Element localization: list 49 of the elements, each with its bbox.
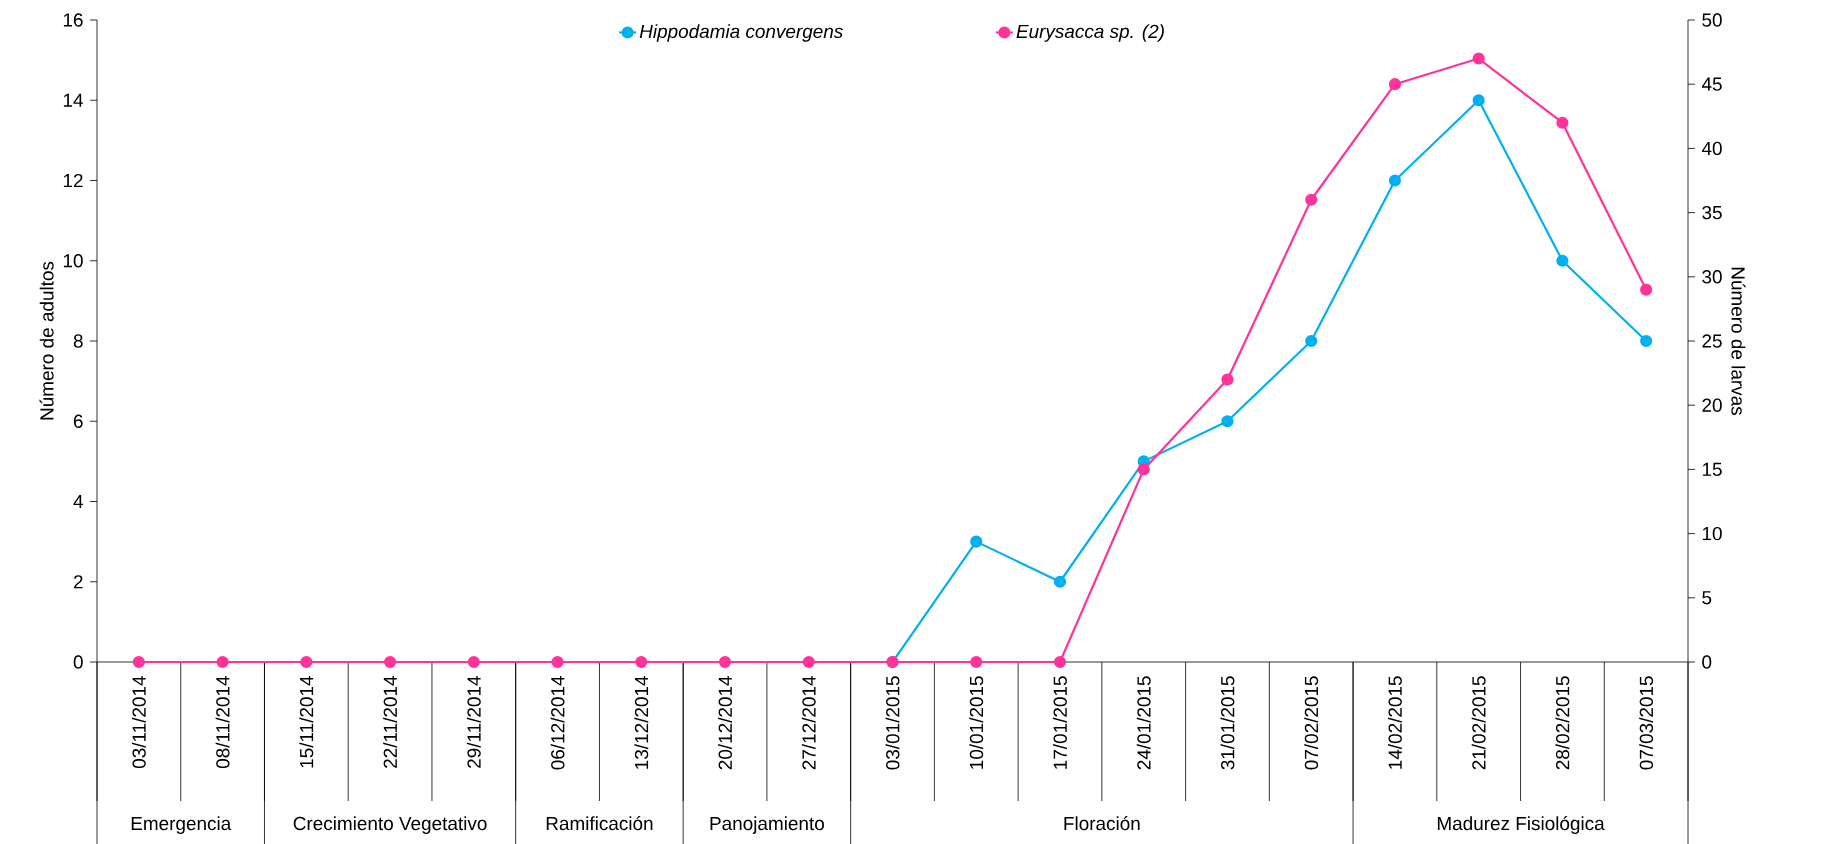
x-tick-label: 03/01/2015 <box>885 676 900 770</box>
x-tick-label: 15/11/2014 <box>299 676 314 768</box>
y2-tick-label: 15 <box>1702 462 1722 477</box>
x-tick-label: 10/01/2015 <box>969 676 984 769</box>
text: Panojamiento <box>710 816 824 834</box>
text: Emergencia <box>131 816 232 834</box>
x-tick-label: 21/02/2015 <box>1471 676 1486 770</box>
x-tick-label: 20/12/2014 <box>718 676 732 770</box>
text: Crecimiento Vegetativo <box>293 816 487 834</box>
x-tick-label: 31/01/2015 <box>1220 676 1235 770</box>
x-tick-label: 08/11/2014 <box>215 676 230 769</box>
y-tick-label: 0 <box>73 655 83 669</box>
y-tick-label: 16 <box>63 13 83 27</box>
y-tick-label: 12 <box>63 173 83 188</box>
x-tick-label: 13/12/2014 <box>634 676 649 769</box>
x-tick-label: 27/12/2014 <box>801 676 816 770</box>
y2-tick-label: 40 <box>1701 141 1722 156</box>
y2-tick-label: 50 <box>1702 13 1722 27</box>
text: Floración <box>1064 816 1140 831</box>
legend-label: Hippodamia convergens <box>639 24 843 42</box>
y-tick-label: 2 <box>73 575 83 589</box>
y2-tick-label: 35 <box>1702 205 1722 220</box>
x-tick-label: 07/02/2015 <box>1304 676 1319 770</box>
x-tick-label: 03/11/2014 <box>131 676 146 769</box>
x-tick-label: 07/03/2015 <box>1639 676 1654 770</box>
y2-tick-label: 45 <box>1701 77 1722 91</box>
y-tick-label: 14 <box>63 93 83 107</box>
legend-label: Eurysacca sp. (2) <box>1016 24 1164 42</box>
x-tick-label: 14/02/2015 <box>1387 676 1402 769</box>
y2-tick-label: 30 <box>1702 270 1722 284</box>
x-tick-label: 17/01/2015 <box>1053 676 1067 769</box>
y2-tick-label: 5 <box>1702 591 1712 605</box>
y-tick-label: 10 <box>63 254 83 268</box>
text: Ramificación <box>546 816 653 831</box>
y-axis-title: Número de adultos <box>39 261 54 420</box>
x-tick-label: 06/12/2014 <box>550 676 565 770</box>
text: Madurez Fisiológica <box>1437 816 1605 834</box>
x-tick-label: 22/11/2014 <box>383 676 398 768</box>
y2-axis-title: Número de larvas <box>1731 267 1746 415</box>
x-tick-label: 29/11/2014 <box>466 676 481 768</box>
y2-tick-label: 0 <box>1702 655 1712 669</box>
y-tick-label: 8 <box>73 334 83 348</box>
y2-tick-label: 20 <box>1702 398 1722 412</box>
y2-tick-label: 25 <box>1702 334 1722 348</box>
y-tick-label: 6 <box>73 414 83 428</box>
x-tick-label: 28/02/2015 <box>1555 676 1570 770</box>
y-tick-label: 4 <box>73 495 83 509</box>
y2-tick-label: 10 <box>1702 526 1722 541</box>
x-tick-label: 24/01/2015 <box>1136 676 1151 770</box>
